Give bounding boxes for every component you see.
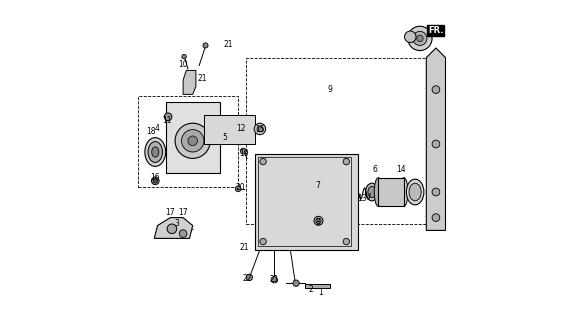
Ellipse shape — [400, 178, 408, 206]
Bar — [139, 96, 238, 187]
Text: 17: 17 — [178, 208, 188, 217]
Text: 13: 13 — [357, 194, 367, 203]
Text: 1: 1 — [318, 288, 323, 297]
Circle shape — [153, 179, 157, 183]
Circle shape — [164, 113, 172, 121]
Text: 3: 3 — [174, 220, 179, 228]
Circle shape — [181, 130, 204, 152]
Ellipse shape — [368, 186, 376, 197]
Circle shape — [343, 158, 349, 165]
Ellipse shape — [375, 178, 382, 206]
Ellipse shape — [409, 183, 421, 201]
Text: 21: 21 — [239, 244, 249, 252]
Ellipse shape — [294, 187, 316, 216]
Circle shape — [314, 216, 323, 225]
Text: 16: 16 — [150, 173, 160, 182]
Polygon shape — [154, 218, 193, 238]
Circle shape — [188, 136, 197, 146]
Text: 8: 8 — [315, 218, 320, 227]
Polygon shape — [378, 178, 404, 206]
Text: 4: 4 — [155, 124, 160, 132]
Bar — [245, 58, 437, 224]
Ellipse shape — [152, 147, 158, 157]
Circle shape — [260, 158, 266, 165]
Circle shape — [235, 186, 241, 192]
Circle shape — [432, 140, 440, 148]
Circle shape — [408, 26, 432, 51]
Circle shape — [417, 35, 423, 42]
Ellipse shape — [145, 138, 166, 166]
Circle shape — [413, 31, 427, 45]
Text: 19: 19 — [239, 149, 249, 158]
Text: 15: 15 — [255, 125, 265, 134]
Text: 18: 18 — [146, 127, 156, 136]
Circle shape — [175, 123, 210, 158]
Text: 14: 14 — [396, 165, 406, 174]
Polygon shape — [255, 154, 357, 250]
Circle shape — [241, 148, 246, 154]
Text: 9: 9 — [328, 85, 333, 94]
Text: 12: 12 — [236, 124, 245, 132]
Circle shape — [316, 218, 321, 223]
Polygon shape — [204, 115, 255, 144]
Text: 11: 11 — [163, 116, 172, 124]
Polygon shape — [183, 70, 196, 94]
Circle shape — [151, 177, 159, 185]
Ellipse shape — [406, 179, 424, 205]
Text: 10: 10 — [178, 60, 188, 68]
Circle shape — [343, 238, 349, 245]
Text: 7: 7 — [315, 181, 320, 190]
Circle shape — [432, 188, 440, 196]
Text: 21: 21 — [198, 74, 207, 83]
Circle shape — [404, 31, 416, 43]
Circle shape — [260, 238, 266, 245]
Bar — [305, 284, 330, 288]
Circle shape — [293, 280, 299, 286]
Circle shape — [203, 43, 208, 48]
Circle shape — [432, 86, 440, 93]
Circle shape — [432, 214, 440, 221]
Circle shape — [271, 276, 278, 283]
Circle shape — [246, 274, 252, 281]
Text: 21: 21 — [223, 40, 232, 49]
Text: 6: 6 — [373, 165, 377, 174]
Circle shape — [179, 230, 187, 237]
Text: 21: 21 — [269, 276, 279, 284]
Text: FR.: FR. — [428, 26, 444, 35]
Circle shape — [167, 224, 177, 234]
Text: 22: 22 — [242, 274, 252, 283]
Polygon shape — [426, 48, 446, 230]
Circle shape — [257, 126, 263, 132]
Ellipse shape — [366, 183, 378, 201]
Ellipse shape — [148, 141, 163, 163]
Circle shape — [254, 123, 266, 135]
Text: 20: 20 — [236, 183, 245, 192]
Text: 2: 2 — [309, 285, 313, 294]
Polygon shape — [166, 102, 220, 173]
Circle shape — [182, 54, 186, 59]
Text: 17: 17 — [166, 208, 175, 217]
Ellipse shape — [298, 192, 312, 211]
Text: 5: 5 — [222, 133, 227, 142]
